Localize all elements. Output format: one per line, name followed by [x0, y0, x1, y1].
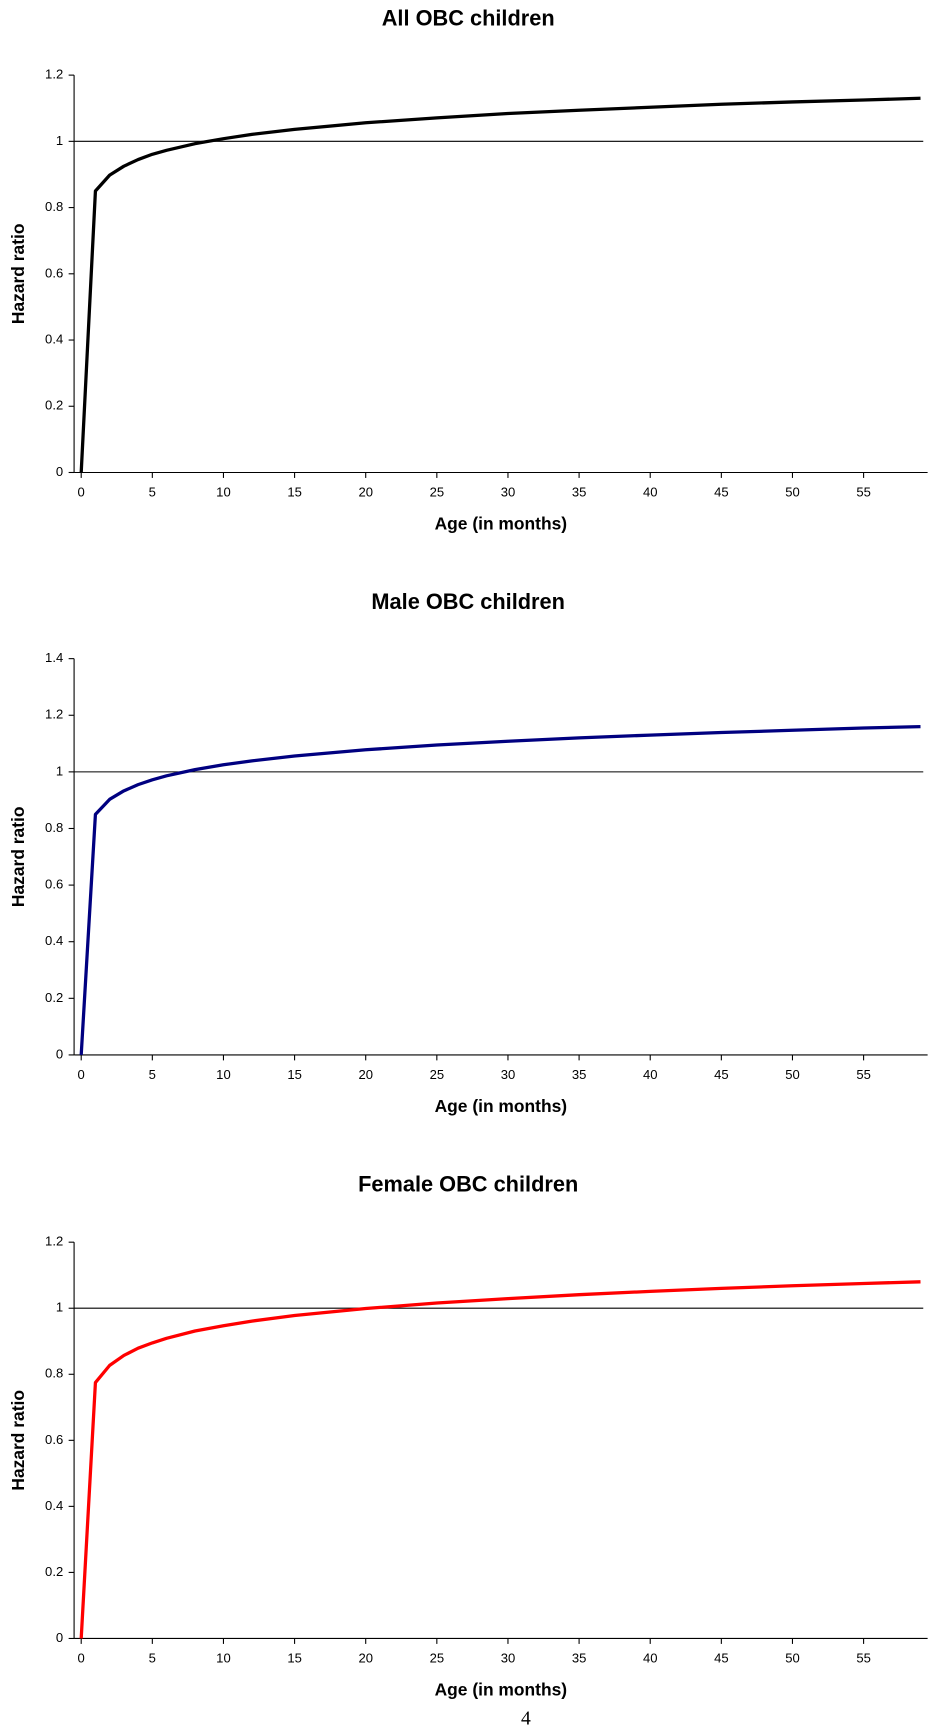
x-tick-label: 55	[856, 1067, 871, 1082]
y-tick-label: 0.6	[45, 265, 63, 280]
y-tick-label: 0.8	[45, 820, 63, 835]
x-tick-label: 50	[785, 1651, 800, 1666]
x-tick-label: 10	[216, 485, 231, 500]
x-tick-label: 15	[287, 485, 302, 500]
x-tick-label: 0	[78, 1651, 85, 1666]
x-tick-label: 25	[430, 1067, 445, 1082]
y-tick-label: 0	[56, 1046, 63, 1061]
y-tick-label: 0.4	[45, 1498, 63, 1513]
chart-title: All OBC children	[382, 5, 555, 30]
data-line	[79, 1280, 921, 1639]
x-tick-label: 10	[216, 1651, 231, 1666]
chart-title: Female OBC children	[358, 1171, 578, 1196]
y-axis-title: Hazard ratio	[8, 1390, 28, 1491]
x-tick-label: 0	[78, 485, 85, 500]
y-tick-label: 1.2	[45, 707, 63, 722]
x-tick-label: 5	[149, 1067, 156, 1082]
y-tick-label: 0.2	[45, 1564, 63, 1579]
y-tick-label: 0	[56, 1630, 63, 1645]
x-tick-label: 25	[430, 485, 445, 500]
x-tick-label: 50	[785, 485, 800, 500]
y-tick-label: 0.2	[45, 398, 63, 413]
y-tick-label: 0.6	[45, 877, 63, 892]
x-tick-label: 45	[714, 1651, 729, 1666]
x-tick-label: 20	[358, 485, 373, 500]
x-tick-label: 55	[856, 1651, 871, 1666]
y-tick-label: 1	[56, 133, 63, 148]
chart-title: Male OBC children	[371, 589, 565, 614]
x-tick-label: 25	[430, 1651, 445, 1666]
x-axis-title: Age (in months)	[435, 1096, 567, 1116]
x-tick-label: 15	[287, 1067, 302, 1082]
x-tick-label: 5	[149, 1651, 156, 1666]
x-tick-label: 40	[643, 1651, 658, 1666]
x-tick-label: 20	[358, 1067, 373, 1082]
x-tick-label: 55	[856, 485, 871, 500]
y-tick-label: 1.2	[45, 1234, 63, 1249]
x-tick-label: 35	[572, 1067, 587, 1082]
x-tick-label: 40	[643, 485, 658, 500]
y-tick-label: 1.2	[45, 67, 63, 82]
x-tick-label: 0	[78, 1067, 85, 1082]
y-tick-label: 0.4	[45, 933, 63, 948]
y-tick-label: 0	[56, 464, 63, 479]
x-axis-title: Age (in months)	[435, 1679, 567, 1699]
x-tick-label: 50	[785, 1067, 800, 1082]
y-axis-title: Hazard ratio	[8, 806, 28, 907]
y-tick-label: 0.6	[45, 1432, 63, 1447]
page-number: 4	[521, 1709, 531, 1730]
x-tick-label: 30	[501, 1651, 516, 1666]
x-tick-label: 35	[572, 1651, 587, 1666]
y-tick-label: 0.8	[45, 1366, 63, 1381]
y-tick-label: 1	[56, 763, 63, 778]
data-line	[79, 724, 921, 1056]
y-tick-label: 1.4	[45, 650, 63, 665]
x-tick-label: 45	[714, 1067, 729, 1082]
x-tick-label: 30	[501, 485, 516, 500]
x-tick-label: 20	[358, 1651, 373, 1666]
y-tick-label: 0.4	[45, 331, 63, 346]
data-line	[79, 96, 921, 473]
x-tick-label: 40	[643, 1067, 658, 1082]
x-tick-label: 30	[501, 1067, 516, 1082]
x-tick-label: 45	[714, 485, 729, 500]
y-tick-label: 1	[56, 1300, 63, 1315]
y-tick-label: 0.8	[45, 199, 63, 214]
x-axis-title: Age (in months)	[435, 513, 567, 533]
x-tick-label: 5	[149, 485, 156, 500]
y-tick-label: 0.2	[45, 990, 63, 1005]
y-axis-title: Hazard ratio	[8, 223, 28, 324]
x-tick-label: 35	[572, 485, 587, 500]
x-tick-label: 10	[216, 1067, 231, 1082]
x-tick-label: 15	[287, 1651, 302, 1666]
